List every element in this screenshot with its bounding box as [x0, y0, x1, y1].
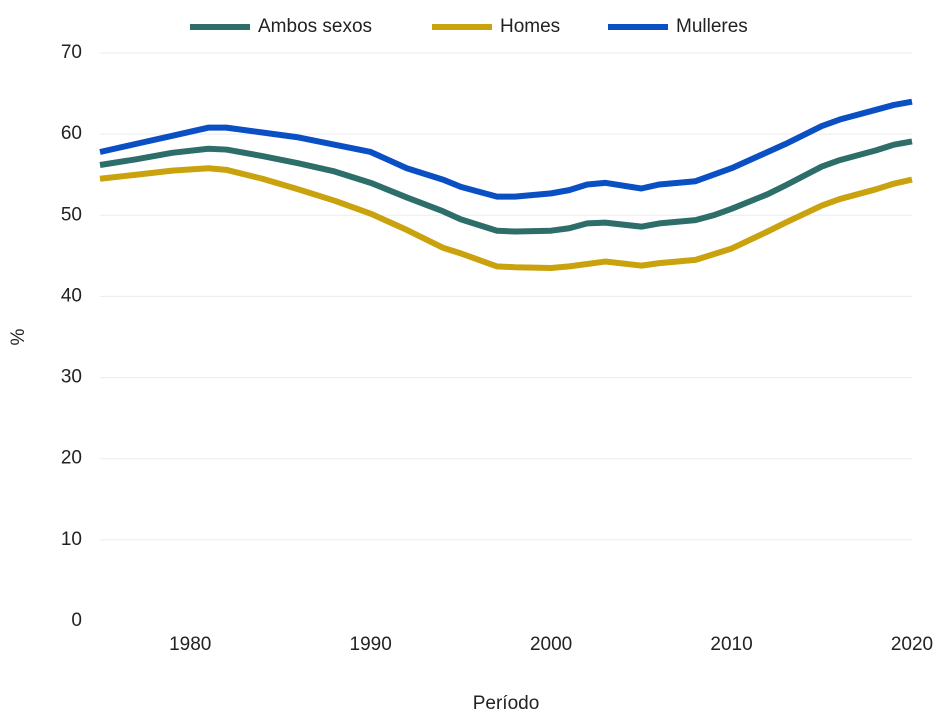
legend-label: Homes — [500, 16, 560, 37]
y-axis-label: % — [8, 328, 29, 345]
series-line — [99, 165, 913, 272]
x-tick-label: 1980 — [169, 634, 211, 655]
y-tick-label: 20 — [61, 448, 82, 469]
y-tick-label: 0 — [71, 610, 82, 631]
series-line — [99, 138, 913, 235]
y-tick-label: 70 — [61, 42, 82, 63]
y-tick-label: 60 — [61, 123, 82, 144]
x-tick-label: 2000 — [530, 634, 572, 655]
y-tick-label: 30 — [61, 367, 82, 388]
y-tick-label: 10 — [61, 529, 82, 550]
legend-label: Mulleres — [676, 16, 748, 37]
legend-label: Ambos sexos — [258, 16, 372, 37]
x-tick-label: 2020 — [891, 634, 933, 655]
y-tick-label: 40 — [61, 285, 82, 306]
y-tick-label: 50 — [61, 204, 82, 225]
x-axis-label: Período — [473, 693, 540, 714]
x-tick-label: 1990 — [350, 634, 392, 655]
series-line — [99, 98, 913, 200]
x-tick-label: 2010 — [710, 634, 752, 655]
